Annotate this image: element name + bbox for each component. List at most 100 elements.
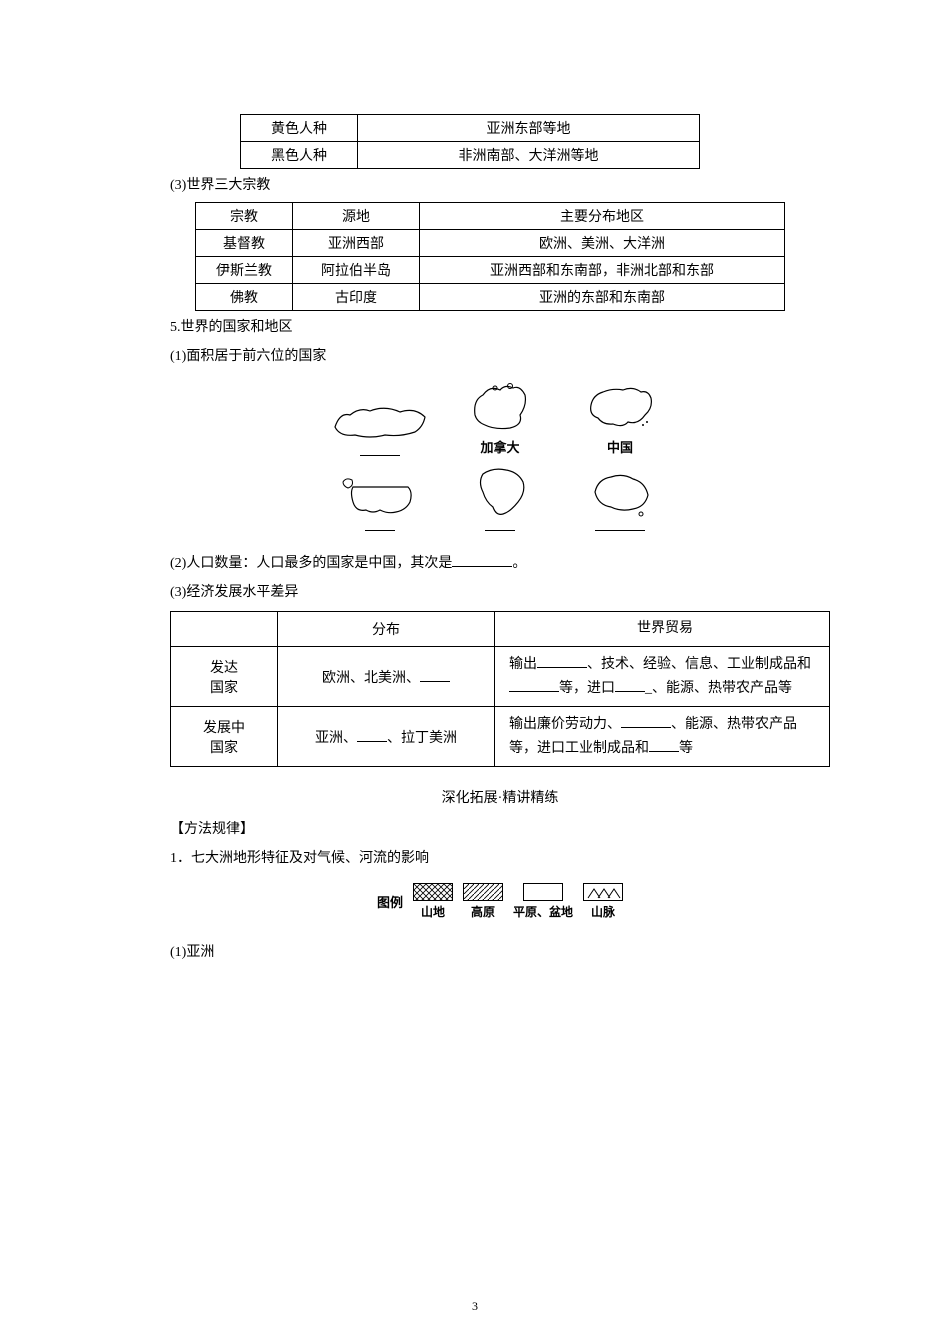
heading-5-3: (3)经济发展水平差异	[170, 580, 830, 605]
plateau-pattern-icon	[463, 883, 503, 901]
range-pattern-icon	[583, 883, 623, 901]
russia-outline-icon	[330, 397, 430, 447]
method-heading: 【方法规律】	[170, 817, 830, 842]
legend-item-mountain: 山地	[413, 883, 453, 920]
col-header: 分布	[278, 611, 495, 646]
country-type: 发展中国家	[171, 707, 278, 767]
fill-blank	[615, 677, 645, 692]
country-australia	[575, 467, 665, 531]
text-fragment: 输出廉价劳动力、	[509, 717, 621, 732]
table-row: 黑色人种 非洲南部、大洋洲等地	[241, 142, 700, 169]
text-fragment: (2)人口数量：人口最多的国家是中国，其次是	[170, 556, 452, 571]
religion-origin: 亚洲西部	[293, 230, 420, 257]
race-dist: 亚洲东部等地	[358, 115, 700, 142]
text-fragment: 等，进口	[559, 681, 615, 696]
religion-dist: 亚洲的东部和东南部	[420, 284, 785, 311]
fill-blank	[452, 552, 512, 567]
country-label: 中国	[607, 437, 633, 456]
heading-5-1: (1)面积居于前六位的国家	[170, 344, 830, 369]
trade-cell: 输出廉价劳动力、、能源、热带农产品等，进口工业制成品和等	[495, 707, 830, 767]
text-fragment: 输出	[509, 657, 537, 672]
legend-prefix: 图例	[377, 892, 403, 911]
page-number: 3	[0, 1299, 950, 1314]
country-china: 中国	[575, 380, 665, 456]
heading-5-2: (2)人口数量：人口最多的国家是中国，其次是 。	[170, 551, 830, 576]
australia-outline-icon	[583, 467, 658, 522]
table-row: 发达国家 欧洲、北美洲、 输出 、技术、经验、信息、工业制成品和等，进口 _、能源、…	[171, 647, 830, 707]
religion-dist: 欧洲、美洲、大洋洲	[420, 230, 785, 257]
table-row: 基督教 亚洲西部 欧洲、美洲、大洋洲	[196, 230, 785, 257]
legend-item-plain: 平原、盆地	[513, 883, 573, 920]
canada-outline-icon	[465, 380, 535, 435]
religion-name: 佛教	[196, 284, 293, 311]
legend-label: 平原、盆地	[513, 903, 573, 920]
countries-block: 加拿大 中国	[170, 380, 830, 531]
col-header: 世界贸易	[495, 611, 830, 646]
fill-blank	[537, 653, 587, 668]
legend-item-plateau: 高原	[463, 883, 503, 920]
country-label: 加拿大	[480, 437, 519, 456]
legend-label: 山脉	[591, 903, 615, 920]
text-fragment: 等	[679, 741, 693, 756]
economy-table: 分布 世界贸易 发达国家 欧洲、北美洲、 输出 、技术、经验、信息、工业制成品和等…	[170, 611, 830, 767]
table-row: 发展中国家 亚洲、 、拉丁美洲 输出廉价劳动力、、能源、热带农产品等，进口工业制成…	[171, 707, 830, 767]
section-title: 深化拓展·精讲精练	[170, 787, 830, 807]
brazil-outline-icon	[468, 462, 533, 522]
dist-cell: 亚洲、 、拉丁美洲	[278, 707, 495, 767]
legend-item-range: 山脉	[583, 883, 623, 920]
document-page: 黄色人种 亚洲东部等地 黑色人种 非洲南部、大洋洲等地 (3)世界三大宗教 宗教…	[0, 0, 950, 1344]
fill-blank	[649, 737, 679, 752]
dist-cell: 欧洲、北美洲、	[278, 647, 495, 707]
religions-table: 宗教 源地 主要分布地区 基督教 亚洲西部 欧洲、美洲、大洋洲 伊斯兰教 阿拉伯…	[195, 202, 785, 311]
religion-name: 基督教	[196, 230, 293, 257]
col-header: 宗教	[196, 203, 293, 230]
col-header: 源地	[293, 203, 420, 230]
fill-blank	[357, 727, 387, 742]
plain-pattern-icon	[523, 883, 563, 901]
heading-religions: (3)世界三大宗教	[170, 173, 830, 198]
trade-cell: 输出 、技术、经验、信息、工业制成品和等，进口 _、能源、热带农产品等	[495, 647, 830, 707]
race-name: 黑色人种	[241, 142, 358, 169]
table-header-row: 分布 世界贸易	[171, 611, 830, 646]
text-fragment: 。	[512, 556, 526, 571]
legend-block: 图例 山地 高原	[170, 883, 830, 920]
religion-origin: 古印度	[293, 284, 420, 311]
race-dist: 非洲南部、大洋洲等地	[358, 142, 700, 169]
topic-1: 1．七大洲地形特征及对气候、河流的影响	[170, 846, 830, 871]
religion-origin: 阿拉伯半岛	[293, 257, 420, 284]
fill-blank	[420, 667, 450, 682]
text-fragment: 亚洲、	[315, 731, 357, 746]
table-row: 佛教 古印度 亚洲的东部和东南部	[196, 284, 785, 311]
country-usa	[335, 472, 425, 531]
col-header	[171, 611, 278, 646]
text-fragment: _、能源、热带农产品等	[645, 681, 792, 696]
blank-line	[485, 526, 515, 531]
countries-row-2	[170, 462, 830, 531]
table-row: 黄色人种 亚洲东部等地	[241, 115, 700, 142]
legend-row: 图例 山地 高原	[377, 883, 623, 920]
blank-line	[595, 526, 645, 531]
religion-dist: 亚洲西部和东南部，非洲北部和东部	[420, 257, 785, 284]
legend-label: 山地	[421, 903, 445, 920]
country-canada: 加拿大	[455, 380, 545, 456]
country-brazil	[455, 462, 545, 531]
country-russia	[335, 397, 425, 456]
legend-label: 高原	[471, 903, 495, 920]
text-fragment: 、拉丁美洲	[387, 731, 457, 746]
heading-5: 5.世界的国家和地区	[170, 315, 830, 340]
religion-name: 伊斯兰教	[196, 257, 293, 284]
heading-1-asia: (1)亚洲	[170, 940, 830, 965]
fill-blank	[621, 713, 671, 728]
race-name: 黄色人种	[241, 115, 358, 142]
china-outline-icon	[583, 380, 658, 435]
mountain-pattern-icon	[413, 883, 453, 901]
usa-outline-icon	[338, 472, 423, 522]
countries-row-1: 加拿大 中国	[170, 380, 830, 456]
col-header: 主要分布地区	[420, 203, 785, 230]
races-table: 黄色人种 亚洲东部等地 黑色人种 非洲南部、大洋洲等地	[240, 114, 700, 169]
text-fragment: 、技术、经验、信息、工业制成品和	[587, 657, 811, 672]
table-header-row: 宗教 源地 主要分布地区	[196, 203, 785, 230]
fill-blank	[509, 677, 559, 692]
country-type: 发达国家	[171, 647, 278, 707]
blank-line	[365, 526, 395, 531]
